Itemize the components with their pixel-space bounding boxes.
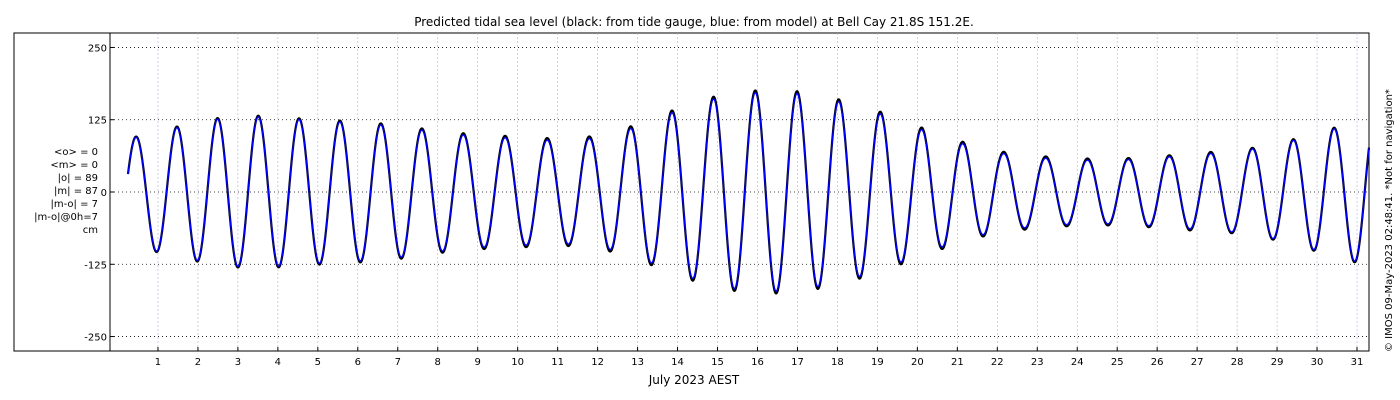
x-tick-label: 27 [1191, 357, 1204, 368]
x-tick-label: 1 [155, 357, 161, 368]
x-tick-label: 10 [511, 357, 524, 368]
x-tick-label: 4 [275, 357, 281, 368]
x-tick-label: 20 [911, 357, 924, 368]
x-tick-label: 30 [1311, 357, 1324, 368]
y-tick-label: 125 [88, 116, 107, 127]
x-tick-label: 19 [871, 357, 884, 368]
stat-mean-model: <m> = 0 [50, 160, 98, 171]
y-tick-label: -125 [84, 260, 107, 271]
chart-title: Predicted tidal sea level (black: from t… [414, 15, 974, 29]
x-tick-label: 18 [831, 357, 844, 368]
stat-mean-obs: <o> = 0 [54, 147, 98, 158]
x-tick-label: 31 [1351, 357, 1364, 368]
x-tick-label: 15 [711, 357, 724, 368]
series-layer [126, 89, 1371, 295]
x-tick-label: 22 [991, 357, 1004, 368]
x-tick-label: 12 [591, 357, 604, 368]
stat-abs-obs: |o| = 89 [57, 173, 98, 184]
grid-layer [110, 33, 1369, 351]
x-tick-label: 28 [1231, 357, 1244, 368]
x-tick-label: 16 [751, 357, 764, 368]
y-tick-label: 0 [101, 188, 107, 199]
series-model [127, 92, 1370, 292]
x-tick-label: 23 [1031, 357, 1044, 368]
stat-abs-diff: |m-o| = 7 [50, 199, 99, 210]
x-axis-label: July 2023 AEST [648, 373, 740, 387]
x-tick-label: 9 [475, 357, 481, 368]
credit-note: © IMOS 09-May-2023 02:48:41. *Not for na… [1384, 89, 1395, 362]
x-tick-label: 29 [1271, 357, 1284, 368]
stat-abs-model: |m| = 87 [54, 186, 98, 197]
stat-abs-diff-0h: |m-o|@0h=7 [34, 212, 98, 223]
x-tick-label: 6 [355, 357, 361, 368]
x-tick-label: 13 [631, 357, 644, 368]
credit-text: © IMOS 09-May-2023 02:48:41. *Not for na… [1384, 89, 1395, 352]
x-tick-label: 2 [195, 357, 201, 368]
x-tick-label: 21 [951, 357, 964, 368]
x-tick-label: 5 [315, 357, 321, 368]
x-tick-label: 25 [1111, 357, 1124, 368]
x-tick-label: 14 [671, 357, 684, 368]
x-tick-label: 17 [791, 357, 804, 368]
axis-layer: 1 2 3 4 5 6 7 8 9 10 11 12 13 14 15 16 17 18 19 20 21 22 23 24 2… [84, 33, 1363, 368]
stat-units: cm [82, 225, 98, 236]
x-tick-label: 11 [551, 357, 564, 368]
outer-frame [13, 32, 1370, 352]
stats-panel: <o> = 0 <m> = 0 |o| = 89 |m| = 87 |m-o| … [8, 146, 98, 237]
y-tick-label: 250 [88, 43, 107, 54]
y-tick-label: -250 [84, 333, 107, 344]
x-tick-label: 7 [395, 357, 401, 368]
x-tick-label: 3 [235, 357, 241, 368]
x-tick-label: 8 [435, 357, 441, 368]
x-tick-label: 26 [1151, 357, 1164, 368]
x-tick-label: 24 [1071, 357, 1084, 368]
